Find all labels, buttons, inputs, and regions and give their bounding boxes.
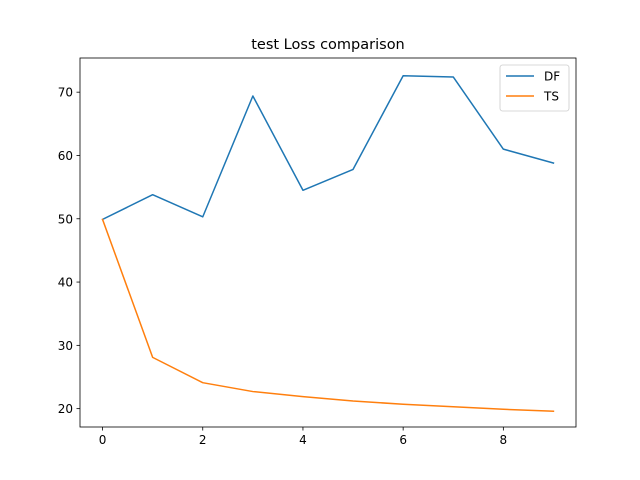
x-tick-label: 0 <box>99 433 107 447</box>
x-axis: 0 2 4 6 8 <box>99 427 507 447</box>
y-tick-label: 60 <box>58 149 73 163</box>
y-tick-label: 40 <box>58 276 73 290</box>
x-tick-label: 6 <box>399 433 407 447</box>
legend-label-df: DF <box>544 70 560 84</box>
chart-title: test Loss comparison <box>251 37 405 53</box>
y-tick-label: 70 <box>58 86 73 100</box>
series-layer <box>101 74 555 412</box>
y-tick-label: 20 <box>58 402 73 416</box>
y-axis: 20 30 40 50 60 70 <box>58 86 80 416</box>
x-tick-label: 8 <box>500 433 508 447</box>
plot-area <box>79 57 577 428</box>
y-tick-label: 30 <box>58 339 73 353</box>
y-tick-label: 50 <box>58 212 73 226</box>
legend-label-ts: TS <box>543 90 559 104</box>
series-line-df <box>101 74 555 221</box>
legend: DF TS <box>499 64 570 112</box>
x-tick-label: 4 <box>299 433 307 447</box>
series-line-ts <box>101 218 555 412</box>
axes-frame <box>79 57 577 428</box>
x-tick-label: 2 <box>199 433 207 447</box>
